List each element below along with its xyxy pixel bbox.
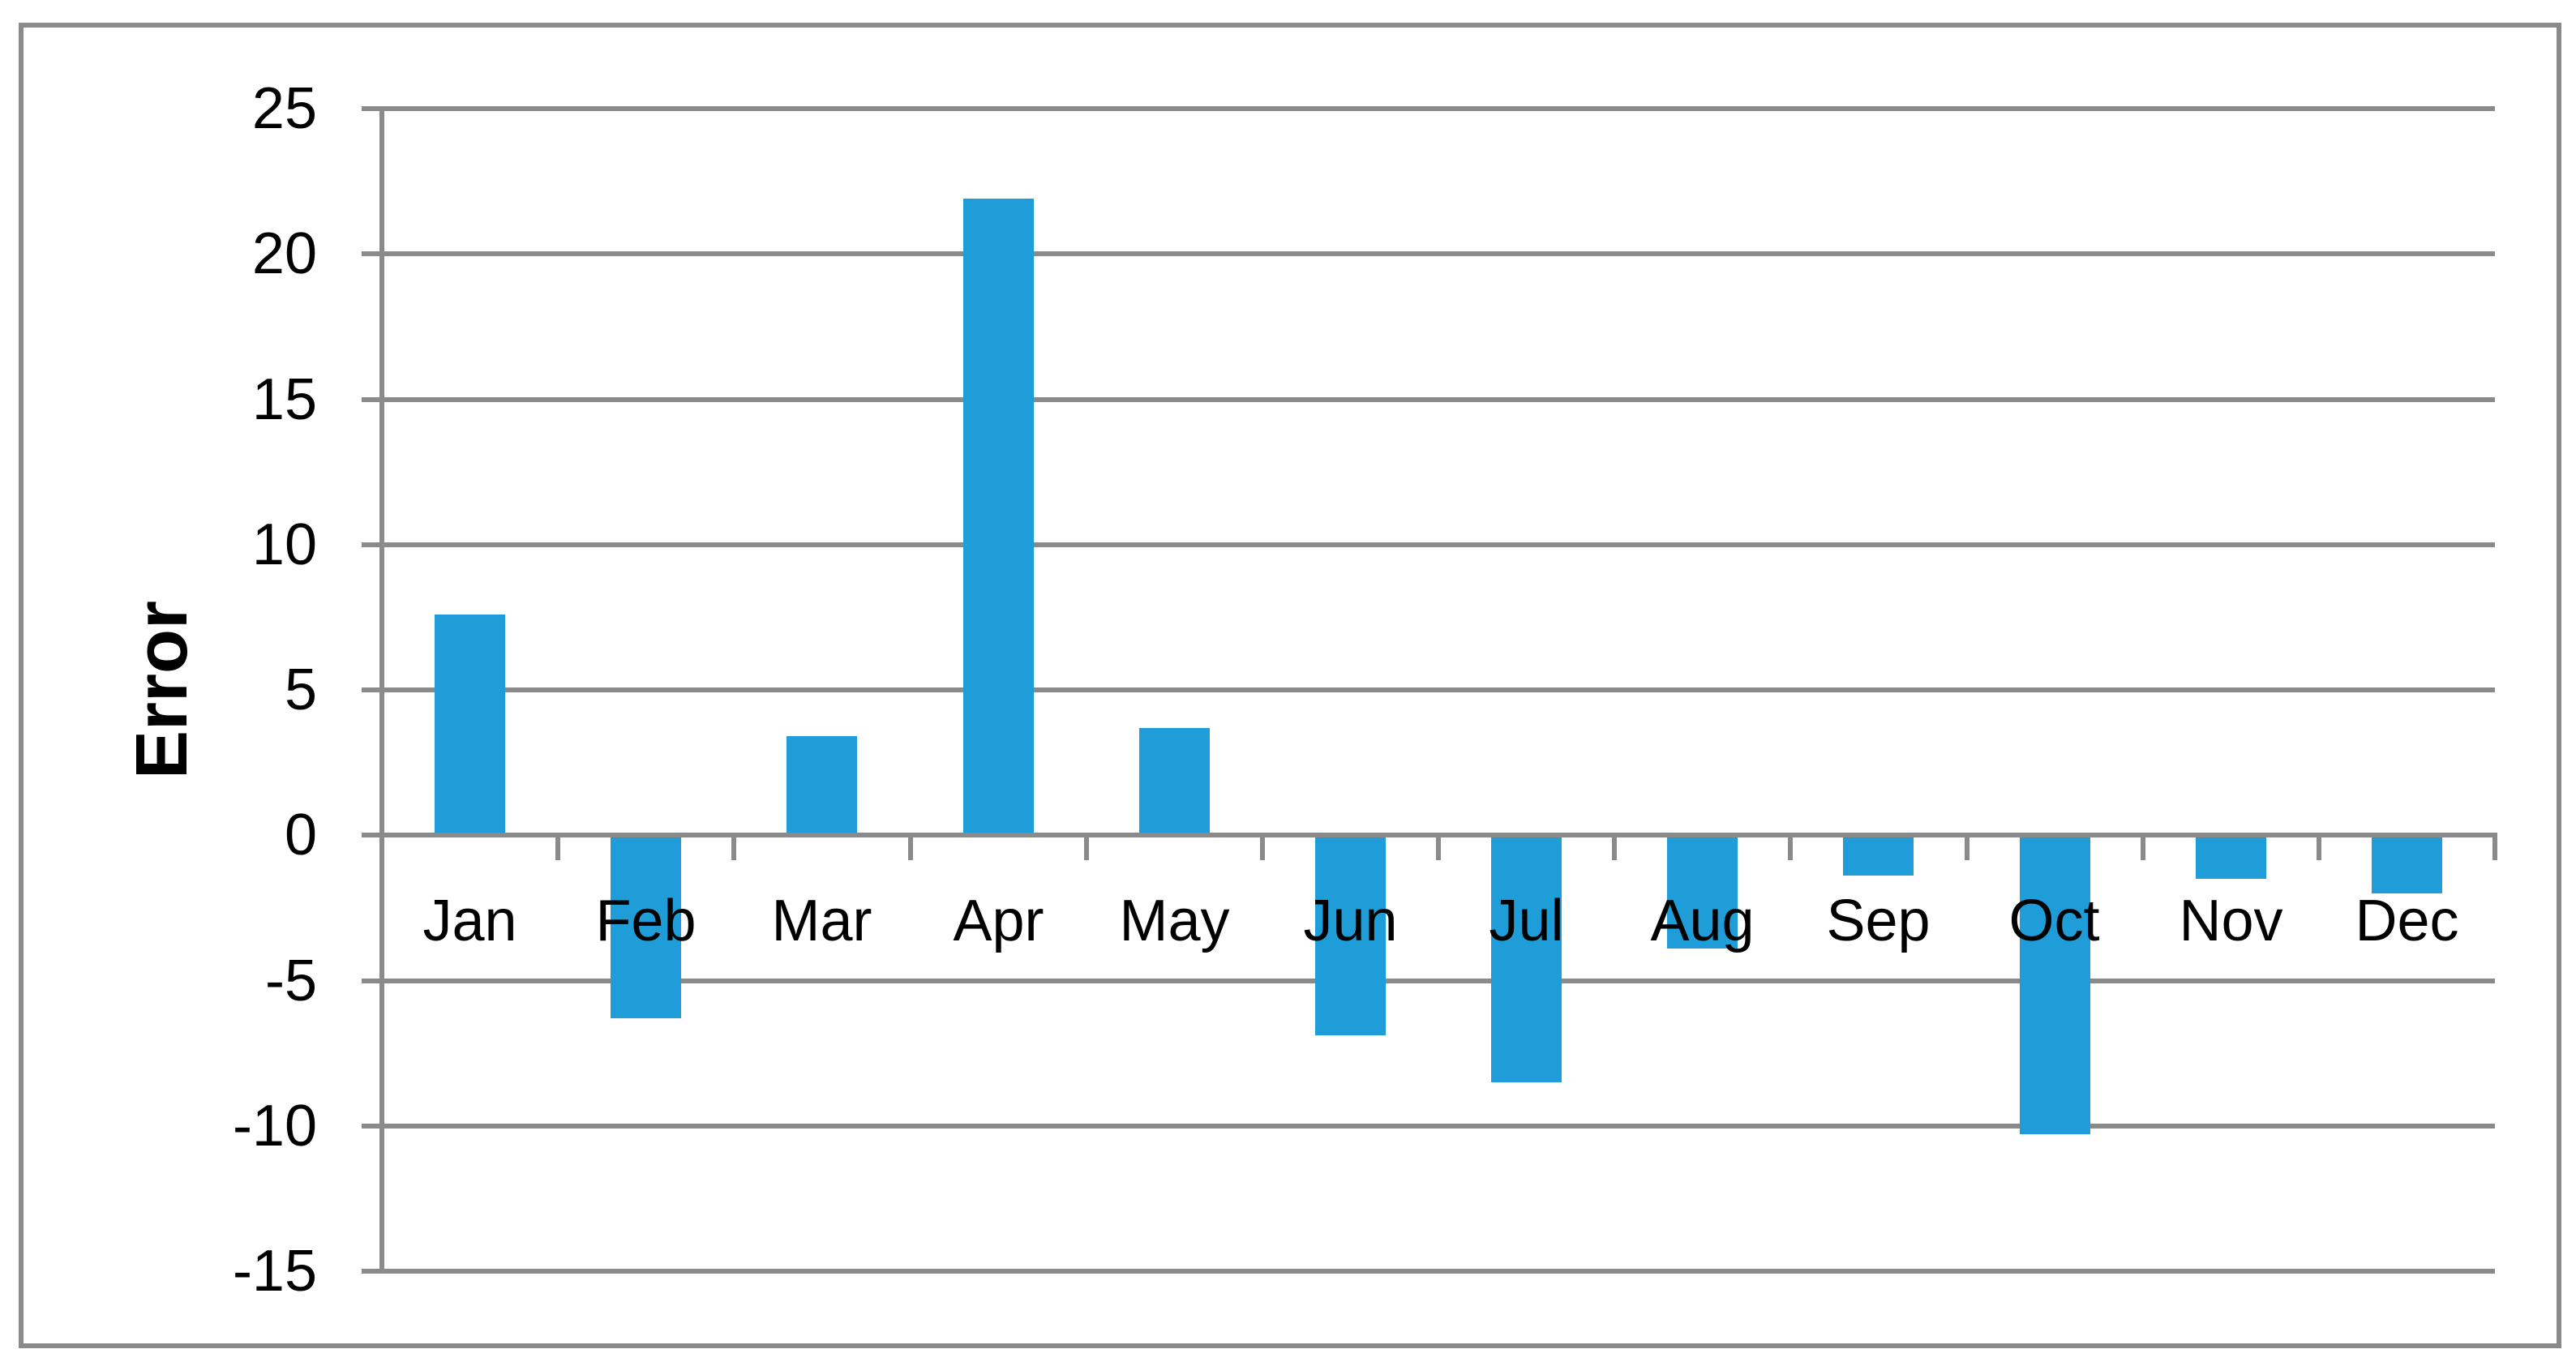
y-tick-label: 15 — [251, 367, 317, 432]
x-tick-label: Aug — [1650, 889, 1755, 953]
x-axis-tick — [379, 833, 384, 860]
bar-feb — [611, 835, 681, 1018]
y-tick-label: -10 — [232, 1094, 317, 1159]
gridline — [382, 979, 2495, 983]
x-tick-label: Jul — [1489, 889, 1564, 953]
bar-mar — [787, 736, 857, 835]
bar-jan — [435, 615, 505, 835]
x-tick-label: Oct — [2008, 889, 2100, 953]
gridline — [382, 542, 2495, 547]
y-tick-label: 20 — [251, 221, 317, 286]
x-tick-label: Sep — [1826, 889, 1931, 953]
chart-border: Error 25 20 15 10 5 0 -5 -10 -15 Jan Feb Mar Apr May J… — [19, 23, 2561, 1348]
bar-dec — [2372, 835, 2442, 893]
x-tick-label: Apr — [953, 889, 1044, 953]
y-tick-label: 10 — [251, 512, 317, 577]
bar-apr — [963, 199, 1034, 835]
x-axis-tick — [555, 833, 560, 860]
x-axis-tick — [1260, 833, 1265, 860]
x-axis-tick — [1788, 833, 1793, 860]
y-axis-tick — [362, 397, 384, 402]
x-axis-tick — [1965, 833, 1970, 860]
y-tick-label: 25 — [251, 76, 317, 141]
bar-aug — [1667, 835, 1738, 949]
gridline — [382, 106, 2495, 111]
y-axis-tick — [362, 979, 384, 983]
bar-nov — [2196, 835, 2266, 879]
y-axis-tick — [362, 1124, 384, 1129]
y-axis-tick — [362, 542, 384, 547]
bar-may — [1139, 728, 1210, 836]
gridline — [382, 1269, 2495, 1274]
x-tick-label: Nov — [2179, 889, 2283, 953]
y-axis-tick — [362, 1269, 384, 1274]
y-tick-label: 5 — [284, 657, 317, 722]
x-tick-label: Jun — [1303, 889, 1398, 953]
gridline — [382, 1124, 2495, 1129]
gridline — [382, 251, 2495, 256]
y-axis-line — [379, 106, 384, 1274]
gridline — [382, 687, 2495, 692]
x-axis-tick — [731, 833, 736, 860]
x-axis-tick — [908, 833, 913, 860]
y-axis-tick — [362, 251, 384, 256]
x-tick-label: Dec — [2355, 889, 2459, 953]
gridline — [382, 397, 2495, 402]
bar-sep — [1843, 835, 1914, 876]
y-axis-tick — [362, 687, 384, 692]
y-tick-label: 0 — [284, 803, 317, 867]
bar-jun — [1315, 835, 1386, 1035]
y-tick-label: -5 — [264, 949, 317, 1013]
bar-jul — [1491, 835, 1562, 1082]
y-axis-tick — [362, 106, 384, 111]
x-tick-label: May — [1119, 889, 1230, 953]
x-tick-label: Jan — [422, 889, 517, 953]
x-axis-tick — [1084, 833, 1089, 860]
x-axis-tick — [1612, 833, 1617, 860]
x-axis-tick — [2317, 833, 2321, 860]
y-tick-label: -15 — [232, 1239, 317, 1304]
x-axis-line — [362, 833, 2495, 837]
x-axis-tick — [1436, 833, 1441, 860]
x-tick-label: Mar — [771, 889, 872, 953]
x-axis-tick — [2141, 833, 2145, 860]
bar-oct — [2020, 835, 2090, 1134]
x-tick-label: Feb — [595, 889, 697, 953]
x-axis-tick — [2492, 833, 2497, 860]
